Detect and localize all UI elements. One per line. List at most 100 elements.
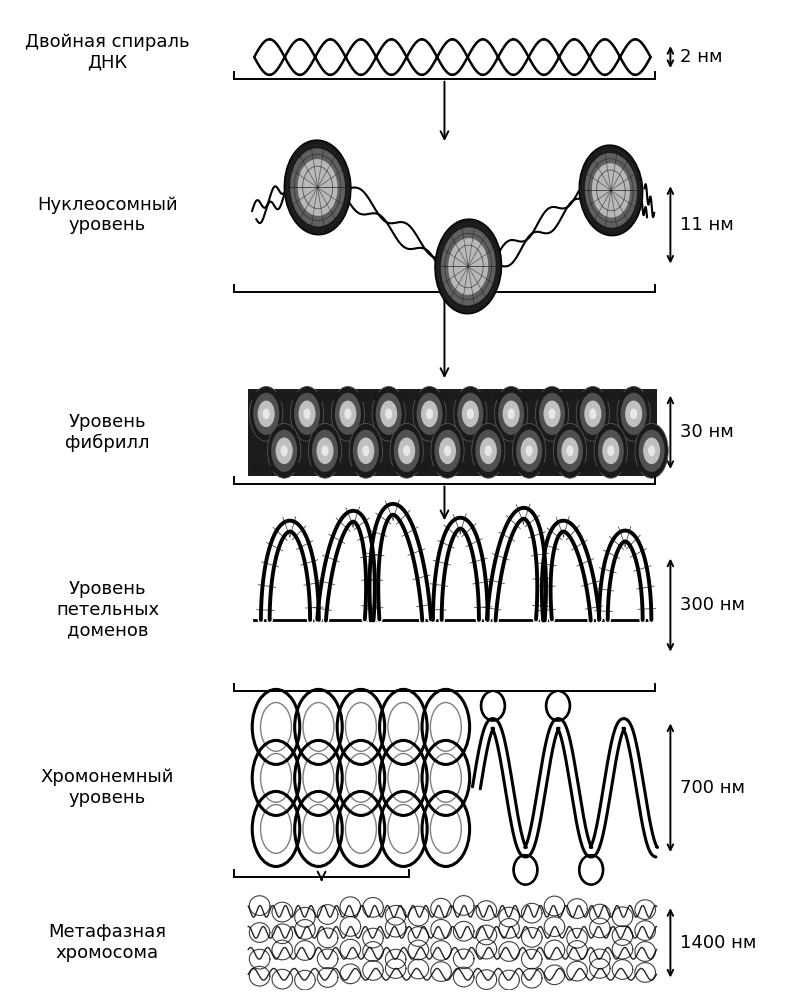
Ellipse shape	[308, 423, 342, 479]
Ellipse shape	[253, 392, 279, 435]
Ellipse shape	[433, 392, 451, 402]
Ellipse shape	[507, 408, 514, 419]
Ellipse shape	[454, 392, 472, 402]
Ellipse shape	[317, 438, 334, 464]
Ellipse shape	[413, 392, 431, 402]
Ellipse shape	[290, 392, 309, 402]
Ellipse shape	[385, 408, 392, 419]
Ellipse shape	[290, 386, 324, 441]
Ellipse shape	[421, 400, 438, 427]
Ellipse shape	[576, 463, 594, 473]
Text: 300 нм: 300 нм	[680, 596, 745, 614]
Ellipse shape	[458, 392, 483, 435]
Ellipse shape	[339, 400, 357, 427]
Ellipse shape	[448, 238, 488, 295]
Ellipse shape	[350, 423, 382, 479]
Ellipse shape	[554, 423, 586, 479]
Ellipse shape	[617, 392, 635, 402]
Text: 30 нм: 30 нм	[680, 423, 734, 441]
Text: Хромонемный
уровень: Хромонемный уровень	[41, 769, 174, 807]
Ellipse shape	[543, 400, 561, 427]
Ellipse shape	[270, 392, 288, 402]
Ellipse shape	[607, 445, 614, 456]
FancyBboxPatch shape	[248, 389, 657, 476]
Text: Нуклеосомный
уровень: Нуклеосомный уровень	[38, 196, 178, 234]
Ellipse shape	[579, 145, 642, 235]
Ellipse shape	[474, 463, 492, 473]
Ellipse shape	[514, 392, 533, 402]
Ellipse shape	[602, 438, 619, 464]
Ellipse shape	[454, 463, 472, 473]
Ellipse shape	[555, 392, 574, 402]
Ellipse shape	[566, 445, 574, 456]
Ellipse shape	[413, 463, 431, 473]
Ellipse shape	[290, 463, 309, 473]
Ellipse shape	[372, 463, 390, 473]
Ellipse shape	[502, 400, 520, 427]
Ellipse shape	[596, 463, 614, 473]
Ellipse shape	[434, 430, 461, 472]
Ellipse shape	[310, 392, 329, 402]
Ellipse shape	[344, 408, 351, 419]
Ellipse shape	[472, 423, 505, 479]
Ellipse shape	[331, 463, 350, 473]
Ellipse shape	[494, 463, 513, 473]
Ellipse shape	[250, 386, 283, 441]
Ellipse shape	[637, 392, 655, 402]
Ellipse shape	[585, 153, 637, 227]
Text: 11 нм: 11 нм	[680, 215, 734, 234]
Ellipse shape	[637, 463, 655, 473]
Ellipse shape	[498, 392, 524, 435]
Ellipse shape	[454, 386, 487, 441]
Ellipse shape	[298, 400, 315, 427]
Ellipse shape	[555, 463, 574, 473]
Ellipse shape	[535, 392, 554, 402]
Ellipse shape	[294, 392, 320, 435]
Ellipse shape	[630, 408, 638, 419]
Ellipse shape	[353, 430, 379, 472]
Ellipse shape	[485, 445, 492, 456]
Ellipse shape	[648, 445, 655, 456]
Ellipse shape	[625, 400, 642, 427]
Ellipse shape	[250, 392, 268, 402]
Ellipse shape	[643, 438, 660, 464]
Text: Уровень
петельных
доменов: Уровень петельных доменов	[56, 580, 159, 639]
Ellipse shape	[580, 392, 606, 435]
Ellipse shape	[298, 159, 338, 215]
Ellipse shape	[250, 463, 268, 473]
Ellipse shape	[590, 408, 597, 419]
Ellipse shape	[303, 408, 310, 419]
Ellipse shape	[621, 392, 646, 435]
Text: Уровень
фибрилл: Уровень фибрилл	[66, 413, 150, 452]
Ellipse shape	[516, 430, 542, 472]
Ellipse shape	[310, 463, 329, 473]
Text: 1400 нм: 1400 нм	[680, 933, 756, 952]
Ellipse shape	[392, 463, 410, 473]
Ellipse shape	[494, 386, 528, 441]
Ellipse shape	[262, 408, 270, 419]
Ellipse shape	[444, 445, 451, 456]
Ellipse shape	[290, 148, 345, 226]
Ellipse shape	[539, 392, 565, 435]
Ellipse shape	[258, 400, 274, 427]
Text: 2 нм: 2 нм	[680, 48, 722, 67]
Ellipse shape	[372, 392, 390, 402]
Text: 700 нм: 700 нм	[680, 779, 745, 796]
Ellipse shape	[439, 438, 456, 464]
Ellipse shape	[596, 392, 614, 402]
Ellipse shape	[392, 392, 410, 402]
Ellipse shape	[362, 445, 370, 456]
Ellipse shape	[462, 400, 479, 427]
Ellipse shape	[494, 392, 513, 402]
Ellipse shape	[398, 438, 415, 464]
Ellipse shape	[390, 423, 423, 479]
Ellipse shape	[635, 423, 668, 479]
Text: Двойная спираль
ДНК: Двойная спираль ДНК	[26, 33, 190, 71]
Ellipse shape	[335, 392, 361, 435]
Ellipse shape	[514, 463, 533, 473]
Ellipse shape	[521, 438, 538, 464]
Ellipse shape	[271, 430, 298, 472]
Ellipse shape	[281, 445, 288, 456]
Ellipse shape	[441, 227, 496, 306]
Ellipse shape	[372, 386, 406, 441]
